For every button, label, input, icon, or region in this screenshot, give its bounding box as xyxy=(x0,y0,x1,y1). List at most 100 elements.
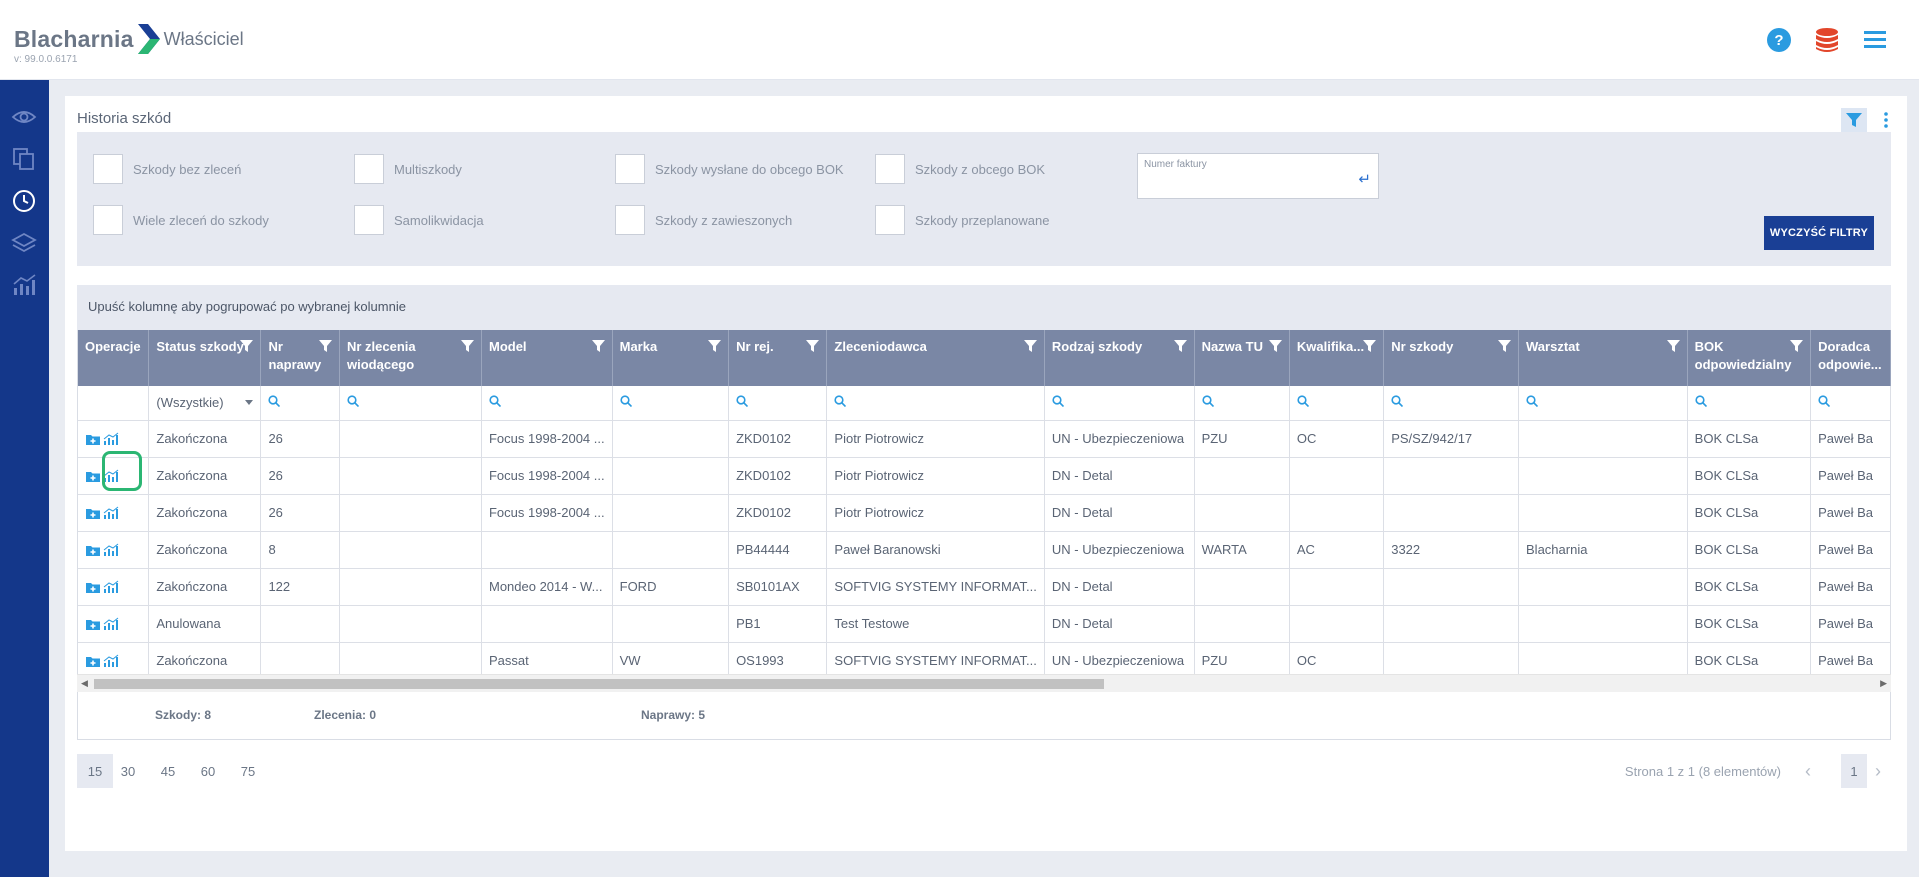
search-icon[interactable] xyxy=(1297,395,1309,408)
search-icon[interactable] xyxy=(620,395,632,408)
stats-chart-icon[interactable] xyxy=(103,432,119,446)
table-row[interactable]: Anulowana PB1 Test Testowe DN - Detal BOK CL… xyxy=(78,605,1891,643)
table-row[interactable]: Zakończona 26 Focus 1998-2004 ... ZKD0102 Pi… xyxy=(78,494,1891,532)
add-folder-icon[interactable] xyxy=(85,432,101,446)
stats-chart-icon[interactable] xyxy=(103,506,119,520)
clear-filters-button[interactable]: WYCZYŚĆ FILTRY xyxy=(1764,216,1874,250)
column-filter-icon[interactable] xyxy=(591,340,605,352)
add-folder-icon[interactable] xyxy=(85,580,101,594)
column-filter-cell[interactable] xyxy=(1687,386,1812,421)
column-filter-cell[interactable] xyxy=(481,386,613,421)
add-folder-icon[interactable] xyxy=(85,617,101,631)
search-icon[interactable] xyxy=(1818,395,1831,408)
column-filter-icon[interactable] xyxy=(1363,340,1377,352)
more-options-button[interactable] xyxy=(1873,108,1899,132)
page-size-option[interactable]: 15 xyxy=(77,754,113,788)
column-filter-icon[interactable] xyxy=(319,340,332,352)
column-header[interactable]: Nr szkody xyxy=(1383,330,1520,386)
column-filter-cell[interactable] xyxy=(1518,386,1688,421)
scrollbar-thumb[interactable] xyxy=(94,679,1104,689)
column-header[interactable]: Model xyxy=(481,330,613,386)
column-filter-icon[interactable] xyxy=(1268,340,1282,352)
checkbox-from-other-bok[interactable]: Szkody z obcego BOK xyxy=(875,154,1045,184)
checkbox-box[interactable] xyxy=(354,154,384,184)
checkbox-box[interactable] xyxy=(875,154,905,184)
search-icon[interactable] xyxy=(1526,395,1539,408)
invoice-number-field[interactable]: Numer faktury ↵ xyxy=(1137,153,1379,199)
copy-icon[interactable] xyxy=(11,146,37,172)
page-size-option[interactable]: 75 xyxy=(240,763,256,779)
column-header[interactable]: Marka xyxy=(612,330,730,386)
question-circle-icon[interactable]: ? xyxy=(1765,26,1793,54)
table-row[interactable]: Zakończona 122 Mondeo 2014 - W... FORD SB010… xyxy=(78,568,1891,606)
column-header[interactable]: Kwalifika... xyxy=(1289,330,1385,386)
checkbox-box[interactable] xyxy=(875,205,905,235)
column-header[interactable]: Doradca odpowie... xyxy=(1810,330,1891,386)
column-filter-cell[interactable]: (Wszystkie) xyxy=(148,386,262,421)
checkbox-no-orders[interactable]: Szkody bez zleceń xyxy=(93,154,241,184)
page-number-button[interactable]: 1 xyxy=(1841,754,1867,788)
next-page-icon[interactable]: › xyxy=(1875,760,1881,781)
add-folder-icon[interactable] xyxy=(85,469,101,483)
table-row[interactable]: Zakończona 8 PB44444 Paweł Baranowski UN - U… xyxy=(78,531,1891,569)
column-filter-cell[interactable] xyxy=(1044,386,1195,421)
search-icon[interactable] xyxy=(489,395,502,408)
table-row[interactable]: Zakończona Passat VW OS1993 SOFTVIG SYSTEMY … xyxy=(78,642,1891,674)
column-header[interactable]: Status szkody xyxy=(148,330,262,386)
search-icon[interactable] xyxy=(736,395,749,408)
scroll-right-arrow-icon[interactable]: ▶ xyxy=(1880,678,1887,688)
column-filter-cell[interactable] xyxy=(728,386,828,421)
checkbox-many-orders[interactable]: Wiele zleceń do szkody xyxy=(93,205,269,235)
search-icon[interactable] xyxy=(1391,395,1404,408)
checkbox-from-suspended[interactable]: Szkody z zawieszonych xyxy=(615,205,792,235)
scroll-left-arrow-icon[interactable]: ◀ xyxy=(81,678,88,688)
database-icon[interactable] xyxy=(1813,26,1841,54)
checkbox-self-liquidation[interactable]: Samolikwidacja xyxy=(354,205,484,235)
page-size-option[interactable]: 45 xyxy=(160,763,176,779)
checkbox-multi-claims[interactable]: Multiszkody xyxy=(354,154,462,184)
table-row[interactable]: Zakończona 26 Focus 1998-2004 ... ZKD0102 Pi… xyxy=(78,457,1891,495)
stats-chart-icon[interactable] xyxy=(103,469,119,483)
checkbox-rescheduled[interactable]: Szkody przeplanowane xyxy=(875,205,1049,235)
checkbox-box[interactable] xyxy=(615,205,645,235)
clock-icon[interactable] xyxy=(11,188,37,214)
column-header[interactable]: Warsztat xyxy=(1518,330,1688,386)
column-header[interactable]: Nr rej. xyxy=(728,330,828,386)
column-filter-cell[interactable] xyxy=(339,386,482,421)
hamburger-menu-icon[interactable] xyxy=(1861,26,1889,54)
chart-icon[interactable] xyxy=(11,272,37,298)
checkbox-box[interactable] xyxy=(93,205,123,235)
search-icon[interactable] xyxy=(834,395,847,408)
search-icon[interactable] xyxy=(1695,395,1707,408)
brand[interactable]: Blacharnia Właściciel xyxy=(14,24,244,54)
column-header[interactable]: Rodzaj szkody xyxy=(1044,330,1195,386)
add-folder-icon[interactable] xyxy=(85,543,101,557)
prev-page-icon[interactable]: ‹ xyxy=(1805,760,1811,781)
caret-down-icon[interactable] xyxy=(245,400,254,406)
column-filter-cell[interactable] xyxy=(1383,386,1520,421)
column-filter-cell[interactable] xyxy=(826,386,1045,421)
group-by-drop-zone[interactable]: Upuść kolumnę aby pogrupować po wybranej… xyxy=(77,285,1891,330)
stats-chart-icon[interactable] xyxy=(103,617,119,631)
checkbox-sent-to-other-bok[interactable]: Szkody wysłane do obcego BOK xyxy=(615,154,844,184)
search-icon[interactable] xyxy=(1201,395,1214,408)
checkbox-box[interactable] xyxy=(354,205,384,235)
eye-icon[interactable] xyxy=(11,104,37,130)
search-icon[interactable] xyxy=(1052,395,1064,408)
column-header[interactable]: Nr naprawy xyxy=(260,330,340,386)
column-filter-cell[interactable] xyxy=(1194,386,1290,421)
column-filter-icon[interactable] xyxy=(460,340,474,352)
stats-chart-icon[interactable] xyxy=(103,543,119,557)
column-header[interactable]: Nazwa TU xyxy=(1194,330,1290,386)
column-filter-icon[interactable] xyxy=(806,340,820,352)
column-filter-icon[interactable] xyxy=(1790,340,1804,352)
column-filter-cell[interactable] xyxy=(612,386,730,421)
add-folder-icon[interactable] xyxy=(85,654,101,668)
column-filter-cell[interactable] xyxy=(260,386,340,421)
search-icon[interactable] xyxy=(347,395,360,408)
checkbox-box[interactable] xyxy=(93,154,123,184)
layers-icon[interactable] xyxy=(11,230,37,256)
column-filter-cell[interactable] xyxy=(1289,386,1385,421)
checkbox-box[interactable] xyxy=(615,154,645,184)
column-header[interactable]: Operacje xyxy=(78,330,150,386)
